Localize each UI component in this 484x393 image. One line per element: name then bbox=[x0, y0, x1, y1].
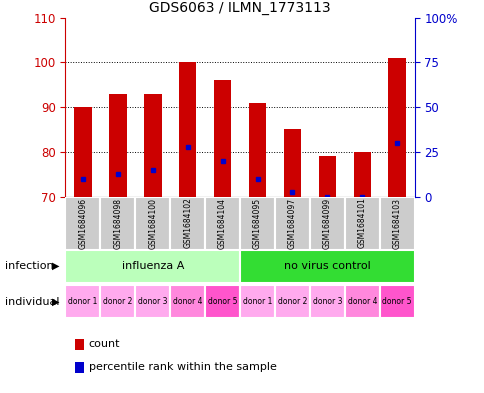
Title: GDS6063 / ILMN_1773113: GDS6063 / ILMN_1773113 bbox=[149, 1, 330, 15]
Text: GSM1684099: GSM1684099 bbox=[322, 197, 331, 249]
Bar bbox=[170, 196, 205, 250]
Bar bbox=[318, 156, 335, 196]
Text: GSM1684103: GSM1684103 bbox=[392, 198, 401, 248]
Bar bbox=[388, 58, 405, 196]
Bar bbox=[65, 250, 240, 283]
Text: donor 3: donor 3 bbox=[138, 297, 167, 306]
Text: donor 1: donor 1 bbox=[242, 297, 272, 306]
Bar bbox=[74, 107, 91, 196]
Text: ▶: ▶ bbox=[52, 297, 60, 307]
Text: percentile rank within the sample: percentile rank within the sample bbox=[89, 362, 276, 373]
Bar bbox=[213, 80, 231, 196]
Bar bbox=[179, 62, 196, 196]
Bar bbox=[309, 285, 344, 318]
Text: GSM1684095: GSM1684095 bbox=[253, 197, 261, 249]
Text: donor 5: donor 5 bbox=[208, 297, 237, 306]
Bar bbox=[379, 196, 414, 250]
Text: donor 4: donor 4 bbox=[347, 297, 376, 306]
Text: GSM1684098: GSM1684098 bbox=[113, 198, 122, 248]
Bar bbox=[65, 285, 100, 318]
Text: GSM1684097: GSM1684097 bbox=[287, 197, 296, 249]
Text: count: count bbox=[89, 339, 120, 349]
Text: GSM1684101: GSM1684101 bbox=[357, 198, 366, 248]
Text: GSM1684100: GSM1684100 bbox=[148, 198, 157, 248]
Bar bbox=[205, 196, 240, 250]
Text: ▶: ▶ bbox=[52, 261, 60, 271]
Bar bbox=[240, 285, 274, 318]
Bar bbox=[344, 285, 379, 318]
Text: influenza A: influenza A bbox=[121, 261, 183, 271]
Bar bbox=[135, 285, 170, 318]
Bar bbox=[379, 285, 414, 318]
Text: infection: infection bbox=[5, 261, 53, 271]
Text: GSM1684102: GSM1684102 bbox=[183, 198, 192, 248]
Bar bbox=[144, 94, 161, 196]
Text: donor 3: donor 3 bbox=[312, 297, 341, 306]
Bar bbox=[109, 94, 126, 196]
Bar bbox=[205, 285, 240, 318]
Bar bbox=[283, 129, 301, 196]
Text: GSM1684096: GSM1684096 bbox=[78, 197, 87, 249]
Text: GSM1684104: GSM1684104 bbox=[218, 198, 227, 248]
Text: no virus control: no virus control bbox=[284, 261, 370, 271]
Bar bbox=[100, 196, 135, 250]
Text: donor 1: donor 1 bbox=[68, 297, 97, 306]
Bar bbox=[100, 285, 135, 318]
Bar bbox=[65, 196, 100, 250]
Bar bbox=[240, 250, 414, 283]
Bar bbox=[240, 196, 274, 250]
Bar bbox=[274, 196, 309, 250]
Bar bbox=[135, 196, 170, 250]
Bar bbox=[274, 285, 309, 318]
Bar bbox=[170, 285, 205, 318]
Bar bbox=[248, 103, 266, 196]
Text: donor 5: donor 5 bbox=[382, 297, 411, 306]
Text: donor 2: donor 2 bbox=[277, 297, 306, 306]
Bar bbox=[309, 196, 344, 250]
Text: donor 4: donor 4 bbox=[173, 297, 202, 306]
Text: individual: individual bbox=[5, 297, 59, 307]
Text: donor 2: donor 2 bbox=[103, 297, 132, 306]
Bar bbox=[353, 152, 370, 196]
Bar bbox=[344, 196, 379, 250]
